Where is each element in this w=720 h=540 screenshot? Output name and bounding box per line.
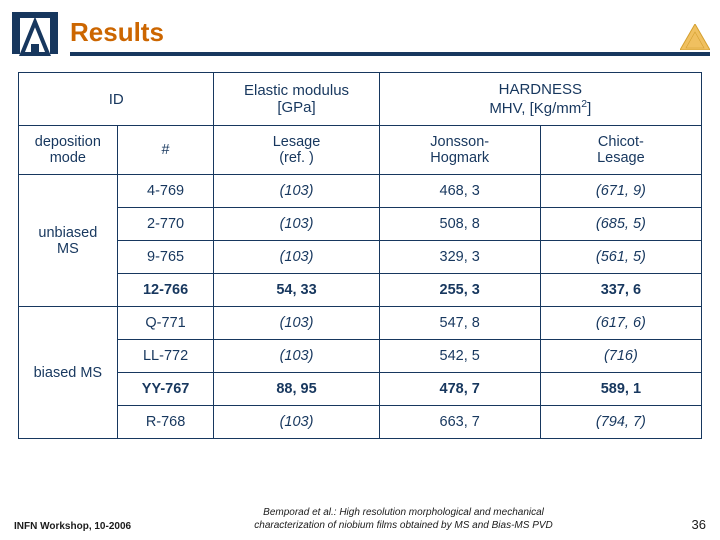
cell: (103) [214,208,379,241]
table-row: 9-765(103)329, 3(561, 5) [19,241,702,274]
cell: (671, 9) [540,175,701,208]
cell: 2-770 [117,208,214,241]
col-num: # [117,126,214,175]
footer-citation: Bemporad et al.: High resolution morphol… [131,507,676,532]
cell: 468, 3 [379,175,540,208]
cell: (103) [214,307,379,340]
cell: 589, 1 [540,373,701,406]
cell: (794, 7) [540,406,701,439]
logo-icon [8,8,62,62]
footer-left: INFN Workshop, 10-2006 [14,521,131,532]
cell: (617, 6) [540,307,701,340]
table-row: R-768(103)663, 7(794, 7) [19,406,702,439]
cell: (685, 5) [540,208,701,241]
table-row: 2-770(103)508, 8(685, 5) [19,208,702,241]
cell: 478, 7 [379,373,540,406]
page-number: 36 [676,517,706,532]
col-id: ID [19,73,214,126]
table-row: LL-772(103)542, 5(716) [19,340,702,373]
cell: 508, 8 [379,208,540,241]
cell: 255, 3 [379,274,540,307]
triangle-icon [680,24,710,50]
page-title: Results [70,17,164,52]
cell: 542, 5 [379,340,540,373]
cell: 337, 6 [540,274,701,307]
cell: LL-772 [117,340,214,373]
cell: YY-767 [117,373,214,406]
cell: (103) [214,175,379,208]
cell: 4-769 [117,175,214,208]
cell: R-768 [117,406,214,439]
col-hardness: HARDNESS MHV, [Kg/mm2] [379,73,701,126]
table-row: YY-76788, 95478, 7589, 1 [19,373,702,406]
cell: 12-766 [117,274,214,307]
col-chicot: Chicot- Lesage [540,126,701,175]
cell: 54, 33 [214,274,379,307]
group-label: biased MS [19,307,118,439]
cell: 88, 95 [214,373,379,406]
cell: 547, 8 [379,307,540,340]
cell: (561, 5) [540,241,701,274]
col-lesage: Lesage (ref. ) [214,126,379,175]
table-row: unbiased MS4-769(103)468, 3(671, 9) [19,175,702,208]
cell: (716) [540,340,701,373]
cell: 329, 3 [379,241,540,274]
col-jonsson: Jonsson- Hogmark [379,126,540,175]
table-row: 12-76654, 33255, 3337, 6 [19,274,702,307]
cell: (103) [214,340,379,373]
col-depmode: deposition mode [19,126,118,175]
group-label: unbiased MS [19,175,118,307]
results-table: ID Elastic modulus [GPa] HARDNESS MHV, [… [18,72,702,439]
cell: 663, 7 [379,406,540,439]
cell: 9-765 [117,241,214,274]
table-row: biased MSQ-771(103)547, 8(617, 6) [19,307,702,340]
cell: (103) [214,406,379,439]
cell: (103) [214,241,379,274]
cell: Q-771 [117,307,214,340]
col-elastic: Elastic modulus [GPa] [214,73,379,126]
